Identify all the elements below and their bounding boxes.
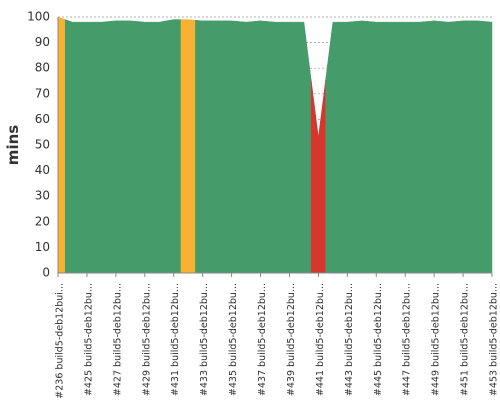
build-area <box>137 21 153 274</box>
y-tick-label: 40 <box>35 163 50 177</box>
x-tick-label: #453 build5-deb12bu... <box>489 283 500 396</box>
build-area <box>455 20 471 274</box>
x-tick-label: #443 build5-deb12bu... <box>344 283 355 396</box>
build-area <box>426 20 442 274</box>
y-tick-label: 20 <box>35 214 50 228</box>
build-area <box>224 20 240 274</box>
x-tick-label: #425 build5-deb12bu... <box>83 283 94 396</box>
build-area <box>354 20 370 274</box>
build-area <box>397 21 413 274</box>
build-area <box>180 19 196 274</box>
build-area <box>93 21 109 274</box>
x-tick-label: #429 build5-deb12bu... <box>141 283 152 396</box>
x-tick-label: #427 build5-deb12bu... <box>112 283 123 396</box>
x-tick-label: #433 build5-deb12bu... <box>199 283 210 396</box>
build-area <box>339 21 355 274</box>
build-area <box>470 20 486 274</box>
y-tick-label: 10 <box>35 240 50 254</box>
y-tick-label: 100 <box>27 10 50 24</box>
y-tick-label: 50 <box>35 138 50 152</box>
x-tick-label: #449 build5-deb12bu... <box>431 283 442 396</box>
build-area <box>209 20 225 274</box>
build-area <box>383 21 399 274</box>
build-area <box>64 19 80 274</box>
y-tick-label: 0 <box>42 266 50 280</box>
x-tick-label: #445 build5-deb12bu... <box>373 283 384 396</box>
build-area <box>79 21 95 274</box>
y-tick-label: 80 <box>35 61 50 75</box>
y-tick-label: 70 <box>35 86 50 100</box>
build-area <box>195 19 211 274</box>
build-area <box>368 21 384 274</box>
x-tick-label: #451 build5-deb12bu... <box>460 283 471 396</box>
build-area <box>151 20 167 274</box>
build-area <box>238 21 254 274</box>
x-tick-label: #236 build5-deb12bui... <box>55 283 66 399</box>
build-area <box>441 21 457 274</box>
build-area <box>253 20 269 274</box>
y-tick-label: 60 <box>35 112 50 126</box>
x-tick-label: #439 build5-deb12bu... <box>286 283 297 396</box>
build-area <box>267 21 283 274</box>
build-area <box>122 20 138 274</box>
build-area <box>108 20 124 274</box>
x-tick-label: #437 build5-deb12bu... <box>257 283 268 396</box>
x-tick-label: #447 build5-deb12bu... <box>402 283 413 396</box>
build-area <box>281 21 297 274</box>
x-tick-label: #431 build5-deb12bu... <box>170 283 181 396</box>
build-area <box>166 19 182 274</box>
y-tick-label: 90 <box>35 35 50 49</box>
build-area <box>412 21 428 274</box>
x-tick-label: #435 build5-deb12bu... <box>228 283 239 396</box>
x-tick-label: #441 build5-deb12bu... <box>315 283 326 396</box>
build-area <box>57 16 66 274</box>
y-tick-label: 30 <box>35 189 50 203</box>
y-axis-label: mins <box>4 125 22 165</box>
build-area <box>484 21 493 274</box>
